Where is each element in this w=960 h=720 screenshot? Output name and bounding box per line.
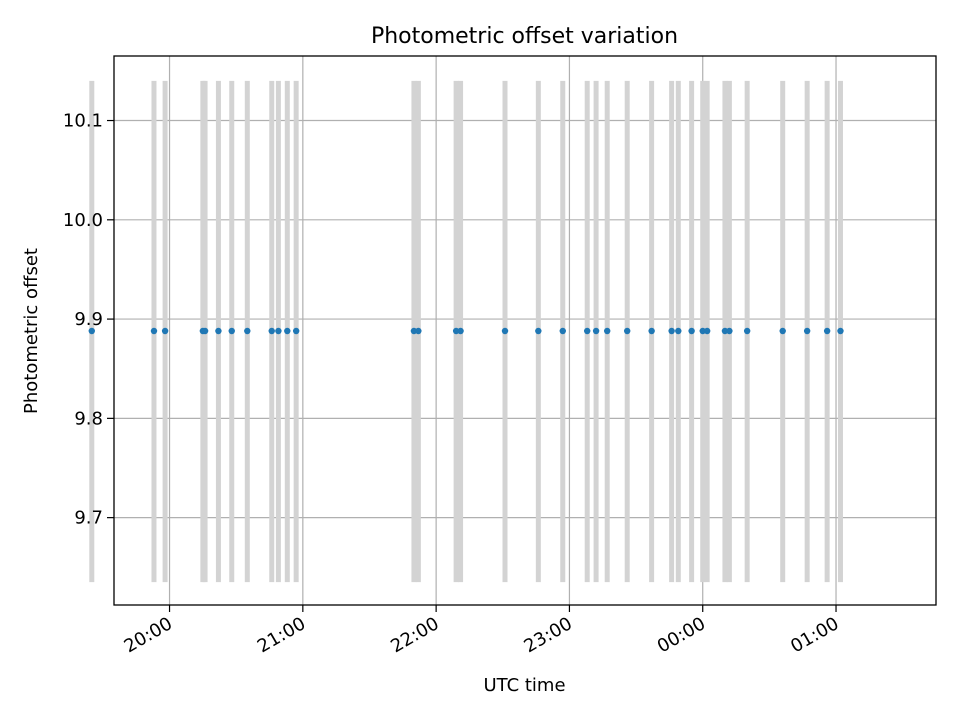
data-point bbox=[150, 327, 158, 335]
y-tick-label: 9.8 bbox=[74, 408, 103, 429]
data-point bbox=[284, 327, 291, 335]
data-point bbox=[721, 327, 729, 335]
y-axis-ticks: 9.7 9.8 9.9 10.0 10.1 bbox=[63, 111, 114, 529]
data-point bbox=[604, 327, 611, 335]
data-point bbox=[88, 327, 95, 335]
data-point bbox=[457, 327, 464, 335]
data-point bbox=[535, 327, 542, 335]
data-point bbox=[726, 327, 733, 335]
data-point bbox=[823, 327, 831, 335]
x-axis-label: UTC time bbox=[483, 675, 565, 696]
data-point bbox=[201, 327, 209, 335]
y-tick-label: 10.0 bbox=[63, 210, 103, 231]
data-point bbox=[743, 327, 751, 335]
y-tick-label: 10.1 bbox=[63, 111, 103, 132]
data-point bbox=[501, 327, 509, 335]
data-points bbox=[88, 327, 844, 335]
data-point bbox=[292, 327, 300, 335]
y-axis-label: Photometric offset bbox=[21, 248, 42, 414]
data-point bbox=[415, 327, 422, 335]
data-point bbox=[559, 327, 566, 335]
data-point bbox=[244, 327, 251, 335]
data-point bbox=[779, 327, 786, 335]
data-point bbox=[228, 327, 235, 335]
y-tick-label: 9.9 bbox=[74, 309, 103, 330]
data-point bbox=[699, 327, 706, 335]
data-point bbox=[452, 327, 460, 335]
data-point bbox=[584, 327, 591, 335]
data-point bbox=[668, 327, 675, 335]
plot-frame bbox=[113, 55, 937, 606]
data-point bbox=[623, 327, 631, 335]
data-point bbox=[268, 327, 275, 335]
data-point bbox=[410, 327, 418, 335]
data-point bbox=[675, 327, 682, 335]
data-point bbox=[648, 327, 655, 335]
data-point bbox=[592, 327, 600, 335]
data-point bbox=[275, 327, 282, 335]
data-point bbox=[688, 327, 695, 335]
y-tick-label: 9.7 bbox=[74, 508, 103, 529]
chart-title: Photometric offset variation bbox=[371, 24, 678, 49]
data-point bbox=[837, 327, 844, 335]
data-point bbox=[215, 327, 222, 335]
data-point bbox=[803, 327, 811, 335]
data-point bbox=[161, 327, 169, 335]
data-point bbox=[703, 327, 711, 335]
